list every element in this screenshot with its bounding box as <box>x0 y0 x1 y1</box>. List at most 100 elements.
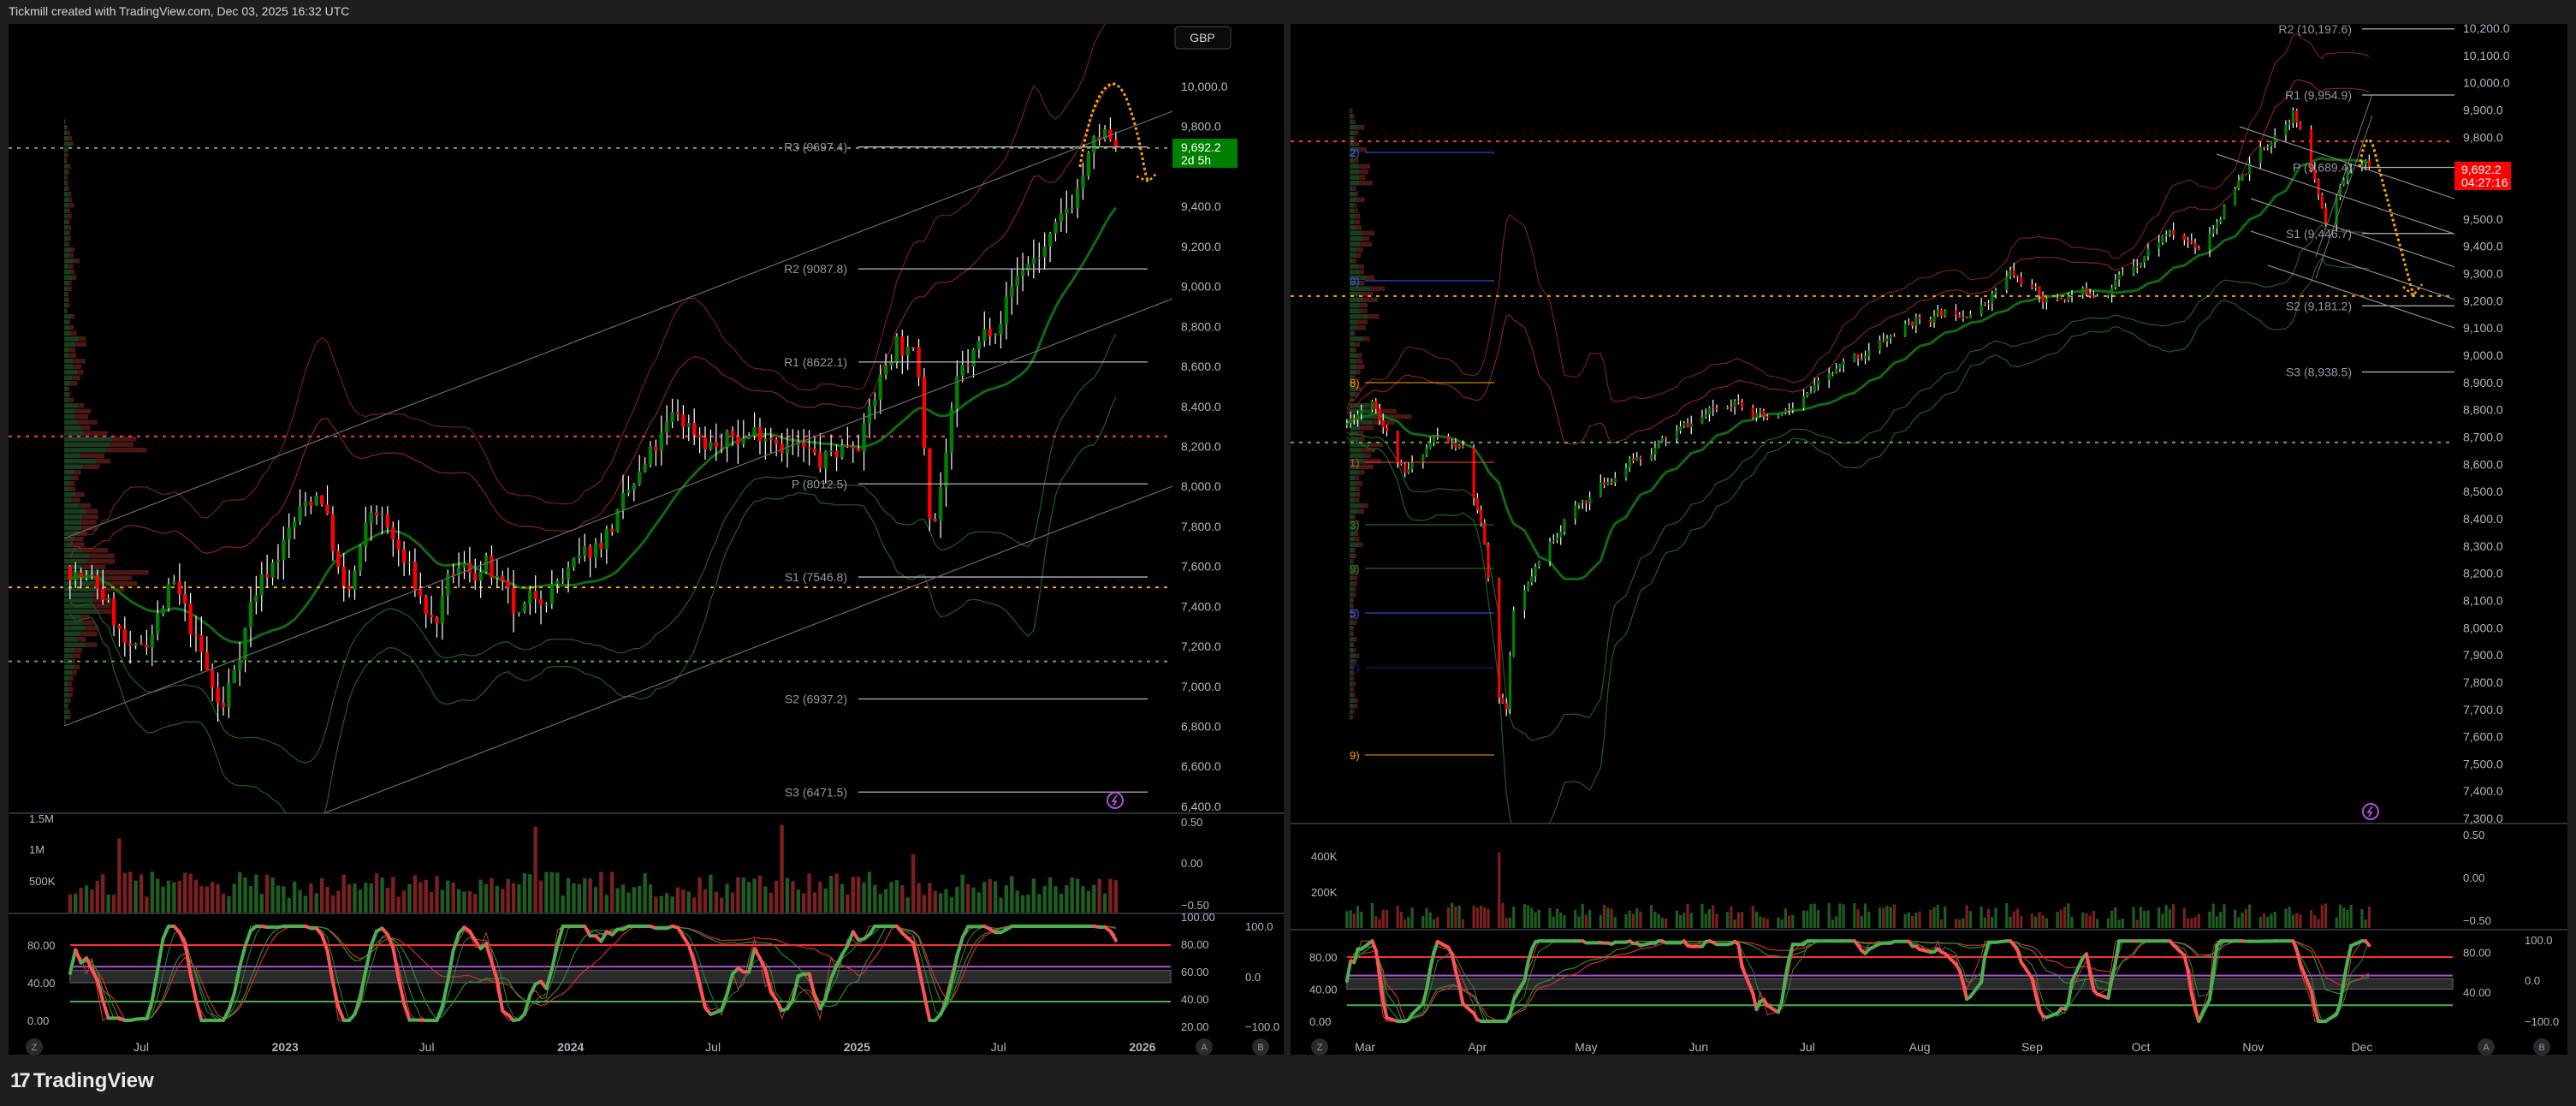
scale-button-a[interactable]: A <box>1196 1038 1213 1055</box>
volume-profile-row-down <box>1353 152 1356 158</box>
volume-profile-row-down <box>66 152 68 158</box>
volume-profile-row-up <box>64 175 66 180</box>
weekly-chart-panel[interactable]: R3 (9697.4)R2 (9087.8)R1 (8622.1)P (8012… <box>9 18 1284 1055</box>
candle-body <box>1446 436 1451 443</box>
pivot-label: P (9,689.4) <box>2293 161 2352 175</box>
candle-body <box>1527 582 1530 591</box>
scale-button-b[interactable]: B <box>2533 1038 2550 1055</box>
alert-lightning-icon[interactable] <box>1107 792 1124 809</box>
candle <box>1410 455 1414 473</box>
candle <box>1907 318 1910 325</box>
time-axis-label: Jul <box>1800 1040 1815 1054</box>
candle <box>1508 651 1512 714</box>
volume-profile-row-down <box>78 403 85 408</box>
volume-bar <box>999 897 1003 913</box>
regression-channel-line[interactable] <box>2239 126 2454 199</box>
candle <box>1944 309 1947 318</box>
tradingview-logo[interactable]: 17 TradingView <box>10 1069 154 1093</box>
volume-bar <box>1501 902 1505 928</box>
candle <box>2088 288 2092 299</box>
oscillator-main-line <box>2070 956 2085 984</box>
volume-bar <box>1092 884 1096 913</box>
price-axis[interactable]: 10,200.010,100.010,000.09,900.09,800.09,… <box>2463 21 2510 825</box>
pitchfork-line[interactable] <box>2315 115 2373 279</box>
price-axis[interactable]: 10,000.09,800.09,400.09,200.09,000.08,80… <box>1181 80 1228 813</box>
volume-profile-row-down <box>96 459 110 464</box>
volume-bar <box>1508 917 1512 928</box>
volume-profile-row-up <box>64 570 105 575</box>
volume-profile-row-down <box>1352 615 1356 620</box>
price-pane[interactable]: R3 (9697.4)R2 (9087.8)R1 (8622.1)P (8012… <box>9 18 1172 913</box>
volume-profile-row-up <box>64 448 106 453</box>
time-axis-label: Jul <box>134 1040 149 1054</box>
indicator-level-label: 9) <box>1350 749 1360 762</box>
regression-channel-line[interactable] <box>2216 153 2454 235</box>
trend-channel-line[interactable] <box>63 110 1172 539</box>
candle-body <box>182 594 187 604</box>
scale-button-b[interactable]: B <box>1252 1038 1269 1055</box>
currency-button[interactable]: GBP <box>1174 26 1232 50</box>
candle <box>210 663 215 702</box>
volume-bar <box>1487 908 1490 928</box>
volume-bar <box>1631 913 1635 928</box>
volume-bar <box>1929 909 1932 928</box>
volume-bar <box>1102 893 1107 913</box>
candle <box>900 330 905 374</box>
candle-body <box>2158 242 2161 249</box>
candle-body <box>111 598 116 626</box>
volume-bar <box>1555 908 1559 928</box>
candle <box>199 616 204 672</box>
volume-bar <box>2215 916 2219 928</box>
candle-body <box>1577 502 1581 506</box>
scale-button-z[interactable]: Z <box>1311 1038 1328 1055</box>
candle-body <box>982 329 987 342</box>
oscillator-main-line <box>1457 983 1465 1006</box>
price-axis-label: 8,000.0 <box>1181 479 1221 493</box>
trend-channel-line[interactable] <box>64 485 1172 913</box>
volume-bar <box>2059 909 2063 928</box>
trend-channel-line[interactable] <box>63 298 1172 727</box>
price-pane[interactable]: R2 (10,197.6)R1 (9,954.9)P (9,689.4)S1 (… <box>1291 22 2454 838</box>
scale-button-a[interactable]: A <box>2478 1038 2495 1055</box>
volume-bar <box>1827 902 1831 928</box>
candle-body <box>1991 294 1994 305</box>
candle <box>2320 193 2324 209</box>
alert-lightning-icon[interactable] <box>2362 803 2379 820</box>
candle <box>1360 404 1363 420</box>
regression-channel-line[interactable] <box>2250 230 2454 300</box>
price-axis-label: 7,000.0 <box>1181 680 1221 693</box>
candle-body <box>955 376 959 409</box>
volume-bar <box>495 886 500 913</box>
volume-profile-row-down <box>67 130 70 135</box>
volume-bar <box>1889 907 1892 928</box>
regression-channel-line[interactable] <box>2267 265 2454 329</box>
candle <box>746 432 751 440</box>
oscillator-pane[interactable]: 80.0040.000.00100.0080.0060.0040.0020.00… <box>27 911 1279 1033</box>
volume-profile-row-down <box>1364 453 1371 458</box>
candle <box>2346 166 2349 185</box>
candle <box>511 570 516 633</box>
volume-bar <box>1730 906 1733 928</box>
candle-body <box>1505 703 1508 710</box>
scale-button-z[interactable]: Z <box>26 1038 43 1055</box>
candle-body <box>2117 274 2121 280</box>
daily-chart-panel[interactable]: R2 (10,197.6)R1 (9,954.9)P (9,689.4)S1 (… <box>1291 21 2567 1055</box>
volume-bar <box>1683 913 1686 928</box>
candle <box>686 414 691 442</box>
volume-bar <box>632 887 637 913</box>
candle <box>1407 462 1410 474</box>
candle <box>227 669 231 718</box>
candle <box>1425 444 1428 457</box>
candle-body <box>221 702 226 708</box>
price-axis-label: 8,100.0 <box>2463 593 2503 607</box>
regression-channel-line[interactable] <box>2250 198 2454 268</box>
volume-profile-row-up <box>64 575 105 580</box>
pitchfork-line[interactable] <box>2315 93 2373 258</box>
volume-profile-row-down <box>1353 648 1356 653</box>
price-axis-label: 8,500.0 <box>2463 485 2503 498</box>
